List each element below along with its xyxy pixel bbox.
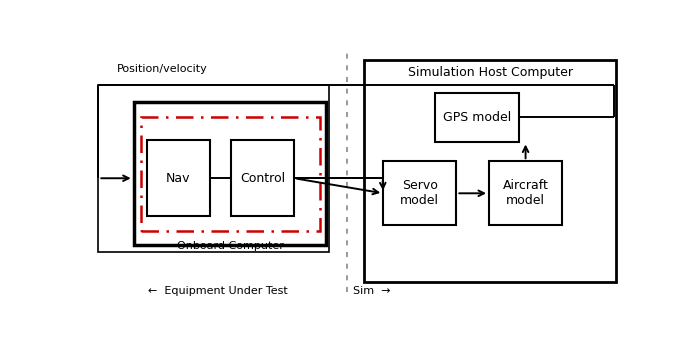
- Text: Servo
model: Servo model: [400, 179, 440, 207]
- Bar: [383, 161, 456, 225]
- Bar: [134, 102, 326, 245]
- Bar: [231, 140, 294, 216]
- Bar: [141, 117, 320, 231]
- Text: Servo
commands: Servo commands: [235, 157, 296, 178]
- Text: Aircraft
model: Aircraft model: [503, 179, 549, 207]
- Text: Control: Control: [240, 172, 285, 185]
- Text: Sim  →: Sim →: [354, 286, 391, 296]
- Text: Onboard Computer: Onboard Computer: [176, 241, 284, 251]
- Text: Position/velocity: Position/velocity: [118, 64, 208, 73]
- Text: Simulation Host Computer: Simulation Host Computer: [407, 66, 573, 79]
- Bar: [147, 140, 209, 216]
- Text: ←  Equipment Under Test: ← Equipment Under Test: [148, 286, 288, 296]
- Bar: [364, 61, 617, 282]
- Bar: [98, 85, 329, 252]
- Bar: [489, 161, 562, 225]
- Text: Nav: Nav: [166, 172, 190, 185]
- Bar: [435, 93, 519, 141]
- Text: GPS model: GPS model: [442, 111, 511, 124]
